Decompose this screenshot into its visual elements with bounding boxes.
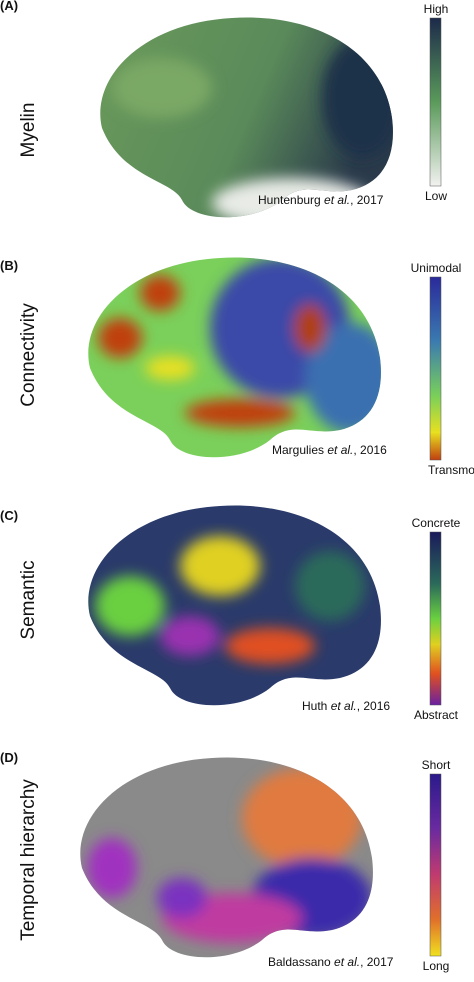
citation-etal: et al. [334,955,360,969]
citation: Margulies et al., 2016 [272,443,387,457]
citation-year: , 2016 [353,443,387,457]
panel-label: (C) [0,508,18,523]
citation-year: , 2017 [350,193,384,207]
citation-etal: et al. [327,443,353,457]
citation-etal: et al. [324,193,350,207]
citation-authors: Baldassano [268,955,334,969]
panel-label: (B) [0,258,18,273]
citation-authors: Huntenburg [258,193,324,207]
brain-semantic [88,505,381,706]
measure-label: Myelin [18,103,39,158]
colorbar [429,773,442,957]
brain-connectivity [88,257,381,458]
citation-year: , 2017 [360,955,394,969]
panel-label: (A) [0,0,18,13]
citation-authors: Margulies [272,443,327,457]
colorbar [429,17,442,187]
scale-bottom-label: Low [425,189,447,203]
measure-label: Semantic [18,560,39,639]
citation-year: , 2016 [357,699,391,713]
panel-label: (D) [0,750,18,765]
colorbar [429,276,442,461]
scale-bottom-label: Long [423,959,450,973]
colorbar [429,531,442,706]
scale-bottom-label: Abstract [414,708,459,722]
scale-top-label: High [424,2,449,16]
citation-etal: et al. [331,699,357,713]
citation: Huth et al., 2016 [302,699,390,713]
measure-label: Temporal hierarchy [18,779,39,941]
scale-bottom-label: Transmodal [428,463,474,477]
citation: Huntenburg et al., 2017 [258,193,384,207]
citation-authors: Huth [302,699,331,713]
citation: Baldassano et al., 2017 [268,955,394,969]
brain-temporal [80,757,373,958]
scale-top-label: Short [422,758,451,772]
scale-top-label: Concrete [412,516,461,530]
measure-label: Connectivity [18,303,39,407]
scale-top-label: Unimodal [411,261,462,275]
